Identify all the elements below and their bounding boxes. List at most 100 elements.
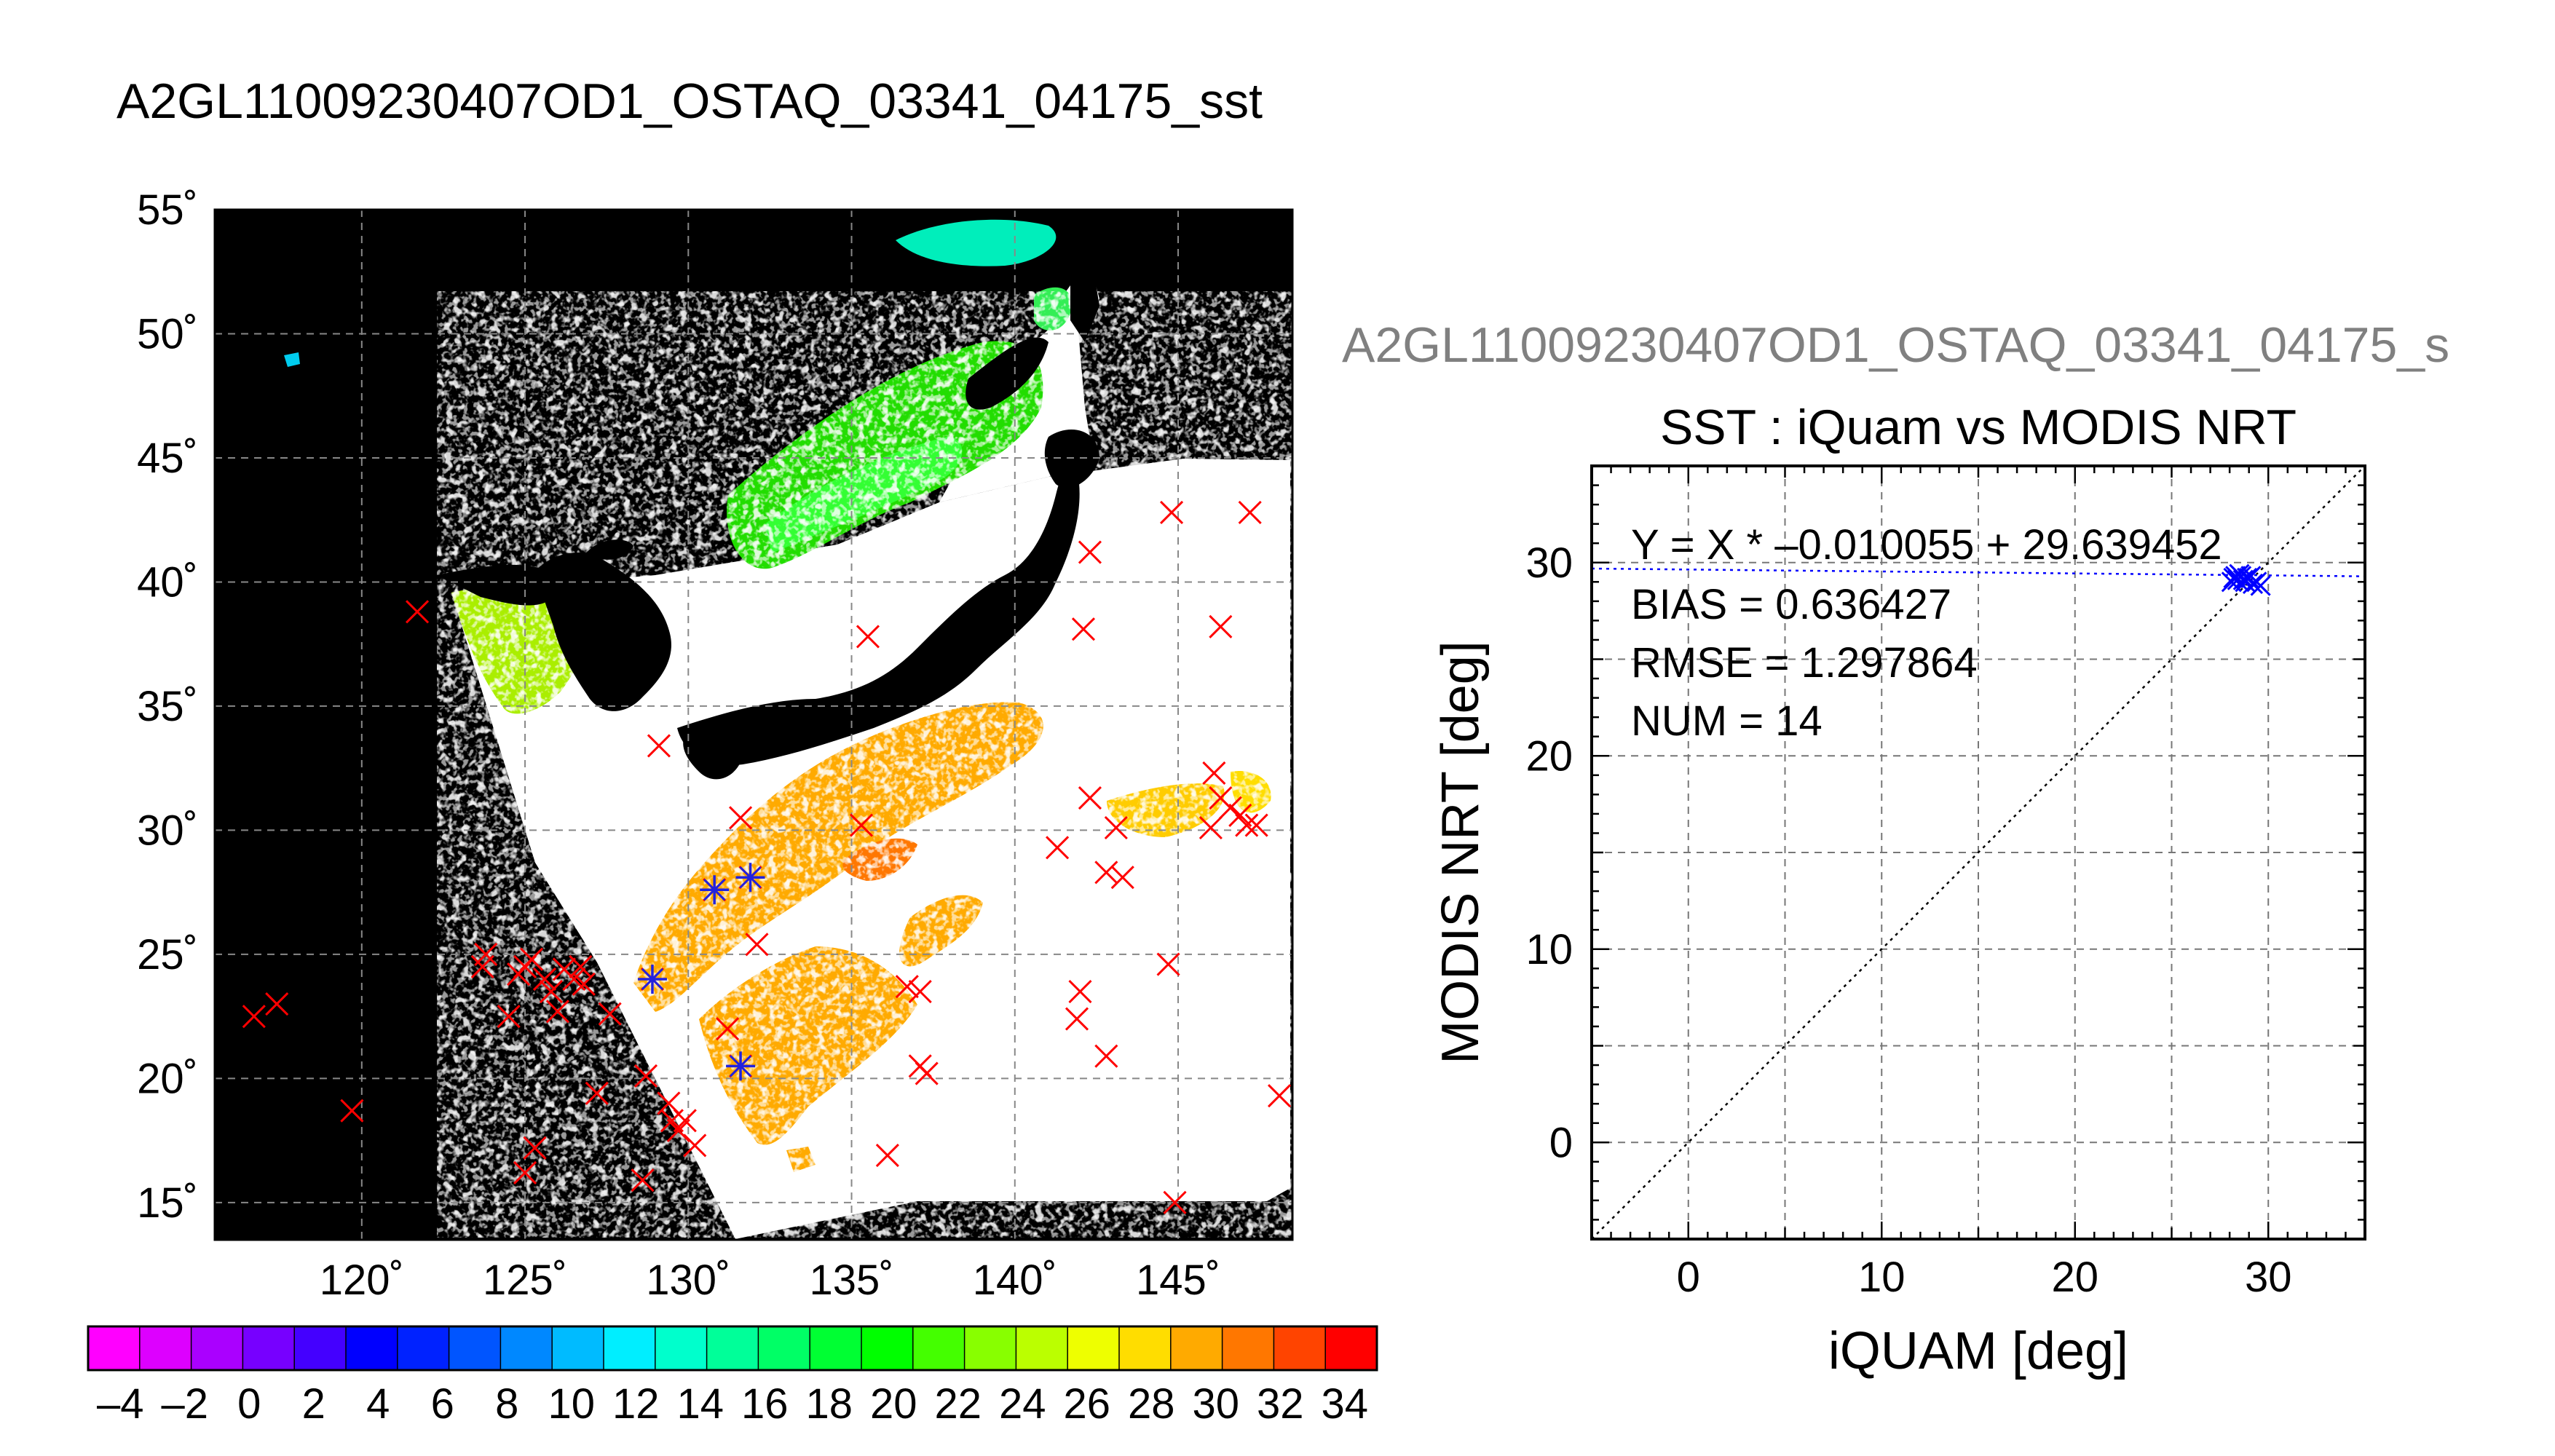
rmse-stat: RMSE = 1.297864	[1631, 639, 1978, 687]
colorbar-swatch	[449, 1326, 501, 1370]
map-red-x-marker	[1235, 813, 1259, 837]
map-red-x-marker	[745, 933, 769, 957]
land-hokkaido	[1044, 430, 1099, 488]
map-x-tick-label: 125˚	[483, 1257, 567, 1304]
regression-line	[1592, 567, 2365, 577]
map-red-x-marker	[728, 806, 753, 830]
colorbar-swatch	[964, 1326, 1016, 1370]
colorbar-tick-label: 30	[1192, 1380, 1239, 1428]
overflow-figure-title: A2GL11009230407OD1_OSTAQ_03341_04175_s	[1342, 317, 2449, 373]
map-x-tick-label: 145˚	[1136, 1257, 1220, 1304]
map-blue-markers	[637, 863, 765, 1081]
map-red-x-marker	[631, 1168, 655, 1192]
map-y-tick-label: 50˚	[137, 310, 198, 357]
map-blue-star-marker	[726, 1051, 756, 1081]
scatter-points	[2221, 563, 2271, 596]
colorbar-tick-label: 12	[612, 1380, 660, 1428]
colorbar-swatch	[1170, 1326, 1223, 1370]
scatter-title: SST : iQuam vs MODIS NRT	[1660, 400, 2297, 455]
land-japan-shikoku	[772, 719, 830, 747]
colorbar-swatch	[500, 1326, 553, 1370]
map-red-x-marker	[539, 979, 564, 1004]
colorbar-tick-label: 10	[548, 1380, 595, 1428]
map-red-x-marker	[849, 813, 874, 837]
colorbar-swatch	[1273, 1326, 1326, 1370]
map-red-x-marker	[895, 975, 919, 999]
sst-scatter-plot: 0 10 20 30 0 10 20 30 Y = X * –0.010055 + 29.6…	[1431, 464, 2366, 1380]
colorbar-swatch	[1222, 1326, 1274, 1370]
map-red-x-marker	[1198, 815, 1223, 840]
map-blue-star-marker	[700, 875, 730, 905]
colorbar-tick-label: –4	[97, 1380, 144, 1428]
sst-field-cyan-north	[896, 219, 1057, 266]
colorbar-swatch	[242, 1326, 295, 1370]
scatter-minor-ticks	[1590, 464, 2366, 1241]
identity-line	[1592, 466, 2365, 1239]
colorbar-tick-label: 26	[1063, 1380, 1110, 1428]
scatter-point	[2236, 567, 2258, 589]
bias-stat: BIAS = 0.636427	[1631, 581, 1951, 628]
colorbar-swatches	[88, 1326, 1378, 1370]
map-red-x-marker	[1104, 815, 1128, 840]
map-y-tick-labels: 55˚ 50˚ 45˚ 40˚ 35˚ 30˚ 25˚ 20˚ 15˚	[137, 186, 198, 1227]
land-korea	[539, 553, 671, 711]
map-red-x-marker	[1238, 500, 1262, 525]
map-red-x-marker	[513, 1160, 537, 1185]
map-red-x-marker	[1094, 1044, 1118, 1068]
map-y-tick-label: 15˚	[137, 1179, 198, 1227]
colorbar-tick-label: 2	[302, 1380, 325, 1428]
scatter-x-tick-label: 30	[2245, 1254, 2292, 1301]
scatter-y-tick-labels: 0 10 20 30	[1525, 539, 1573, 1167]
map-red-x-marker	[1071, 617, 1096, 641]
map-red-x-marker	[265, 992, 289, 1016]
colorbar-swatch	[191, 1326, 243, 1370]
sst-map: 120˚ 125˚ 130˚ 135˚ 140˚ 145˚ 55˚ 50˚ 45˚ 40˚ 35˚…	[137, 186, 1294, 1304]
map-red-x-marker	[523, 1136, 547, 1160]
map-red-x-marker	[405, 600, 430, 624]
map-x-tick-label: 135˚	[809, 1257, 893, 1304]
colorbar-tick-labels: –4 –2 0 2 4 6 8 10 12 14 16 18 20 22 24 26 28 30 32 34	[97, 1380, 1368, 1428]
colorbar-swatch	[810, 1326, 862, 1370]
map-red-x-marker	[856, 625, 880, 649]
map-y-tick-label: 45˚	[137, 435, 198, 482]
colorbar-swatch	[552, 1326, 604, 1370]
colorbar-swatch	[861, 1326, 914, 1370]
land-bohai	[586, 539, 633, 560]
map-red-x-marker	[1209, 614, 1233, 638]
land-russia-coast	[965, 337, 1049, 410]
colorbar-tick-label: 4	[366, 1380, 390, 1428]
scatter-y-axis-label: MODIS NRT [deg]	[1431, 641, 1490, 1064]
map-red-x-marker	[1078, 540, 1102, 564]
colorbar-tick-label: 32	[1257, 1380, 1304, 1428]
colorbar-swatch	[294, 1326, 347, 1370]
scatter-y-tick-label: 30	[1525, 539, 1573, 587]
map-red-x-marker	[1078, 786, 1102, 810]
map-red-x-marker	[1094, 860, 1118, 885]
colorbar-tick-label: 8	[495, 1380, 518, 1428]
map-y-tick-label: 55˚	[137, 186, 198, 234]
scatter-x-tick-label: 20	[2051, 1254, 2098, 1301]
map-red-x-marker	[1244, 813, 1268, 837]
map-red-x-marker	[633, 1064, 658, 1088]
map-frame	[213, 208, 1294, 1241]
scatter-x-tick-labels: 0 10 20 30	[1677, 1254, 2292, 1301]
map-red-x-marker	[1163, 1190, 1187, 1214]
scatter-y-tick-label: 10	[1525, 926, 1573, 973]
map-red-x-marker	[647, 734, 671, 758]
colorbar-tick-label: 28	[1128, 1380, 1175, 1428]
map-y-tick-label: 35˚	[137, 683, 198, 730]
map-red-x-marker	[598, 1002, 622, 1026]
colorbar-tick-label: 0	[237, 1380, 261, 1428]
map-red-x-marker	[716, 1017, 740, 1041]
num-stat: NUM = 14	[1631, 697, 1823, 745]
colorbar-tick-label: –2	[161, 1380, 208, 1428]
map-y-tick-label: 25˚	[137, 931, 198, 978]
map-red-x-marker	[497, 1005, 521, 1029]
scatter-y-tick-label: 0	[1549, 1119, 1573, 1166]
map-red-x-marker	[908, 979, 932, 1004]
colorbar-swatch	[655, 1326, 708, 1370]
map-red-x-marker	[340, 1099, 364, 1123]
colorbar-tick-label: 24	[999, 1380, 1046, 1428]
map-red-x-marker	[1046, 836, 1070, 860]
